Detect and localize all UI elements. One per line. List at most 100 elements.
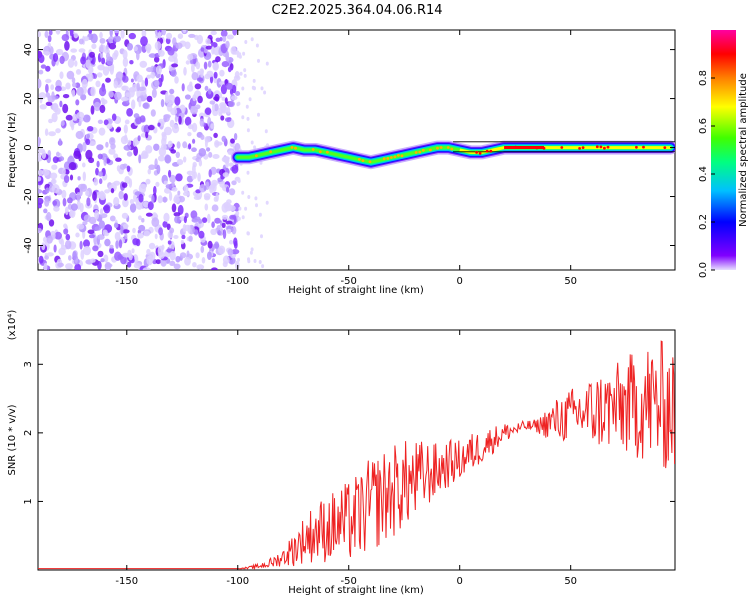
noise-cell: [82, 171, 87, 182]
noise-cell: [59, 156, 65, 162]
noise-cell: [253, 145, 257, 150]
noise-cell: [219, 81, 226, 86]
signal-speck: [439, 146, 443, 149]
noise-cell: [215, 56, 221, 63]
noise-cell: [65, 240, 72, 250]
snr-exponent-label: (x10⁴): [7, 310, 18, 341]
colorbar-tick-label: 0.8: [698, 70, 709, 86]
noise-cell: [126, 151, 133, 157]
noise-cell: [61, 34, 70, 42]
noise-cell: [183, 216, 187, 224]
noise-cell: [102, 66, 110, 76]
noise-cell: [153, 185, 157, 195]
noise-cell: [88, 30, 92, 34]
noise-cell: [81, 78, 88, 89]
colorbar-label: Normalized spectral amplitude: [738, 73, 749, 227]
noise-cell: [122, 49, 128, 60]
noise-cell: [109, 244, 114, 249]
noise-cell: [254, 196, 258, 201]
noise-cell: [198, 218, 203, 224]
noise-cell: [75, 99, 80, 106]
noise-cell: [179, 252, 187, 259]
noise-cell: [193, 229, 199, 236]
noise-cell: [138, 154, 142, 164]
noise-cell: [51, 178, 57, 185]
noise-cell: [77, 183, 86, 190]
noise-cell: [227, 66, 232, 73]
noise-cell: [97, 234, 105, 240]
noise-cell: [142, 267, 151, 270]
noise-cell: [157, 245, 164, 256]
noise-cell: [178, 195, 185, 203]
noise-cell: [209, 75, 214, 84]
noise-cell: [171, 181, 175, 187]
noise-cell: [153, 143, 160, 151]
noise-cell: [225, 117, 232, 123]
noise-cell: [56, 48, 64, 56]
noise-cell: [131, 248, 135, 254]
noise-cell: [221, 61, 229, 68]
spectrogram-y-axis: -40 -20 0 20 40: [23, 43, 675, 254]
noise-cell: [99, 208, 104, 215]
signal-speck: [595, 145, 599, 149]
noise-cell: [186, 170, 194, 176]
noise-cell: [215, 37, 221, 42]
noise-cell: [62, 197, 67, 207]
noise-cell: [175, 42, 183, 49]
noise-cell: [229, 239, 234, 245]
noise-cell: [140, 36, 148, 47]
noise-cell: [51, 112, 58, 123]
noise-cell: [136, 82, 140, 92]
noise-cell: [166, 102, 173, 112]
noise-cell: [73, 150, 81, 159]
noise-cell: [109, 30, 113, 37]
noise-cell: [174, 215, 181, 224]
noise-cell: [191, 147, 197, 152]
noise-cell: [205, 45, 213, 50]
noise-cell: [250, 37, 254, 42]
noise-cell: [41, 242, 46, 251]
noise-cell: [183, 184, 189, 194]
noise-cell: [160, 99, 165, 108]
noise-cell: [169, 227, 175, 234]
signal-speck: [400, 154, 404, 158]
noise-cell: [245, 104, 249, 109]
noise-cell: [203, 193, 211, 199]
noise-cell: [99, 104, 106, 114]
noise-cell: [141, 218, 145, 223]
noise-cell: [126, 261, 132, 268]
noise-cell: [93, 177, 99, 186]
noise-cell: [122, 57, 129, 67]
noise-cell: [114, 30, 120, 34]
noise-cell: [62, 94, 70, 99]
noise-cell: [38, 78, 42, 89]
noise-cell: [229, 88, 234, 96]
noise-cell: [59, 71, 64, 79]
signal-speck: [535, 146, 539, 150]
noise-cell: [206, 147, 211, 152]
colorbar: 0.0 0.2 0.4 0.6 0.8 Normalized spectral ampl…: [698, 30, 749, 278]
y-tick-label: 40: [23, 43, 34, 56]
noise-cell: [241, 86, 245, 91]
noise-cell: [214, 241, 220, 250]
spectrogram-x-axis: -150 -100 -50 0 50: [115, 30, 577, 287]
colorbar-ticks: 0.0 0.2 0.4 0.6 0.8: [698, 70, 715, 278]
noise-cell: [76, 192, 81, 202]
noise-cell: [222, 35, 227, 43]
signal-speck: [603, 146, 606, 150]
noise-cell: [200, 69, 204, 78]
noise-cell: [210, 267, 218, 270]
noise-cell: [184, 257, 191, 266]
snr-x-axis: -150 -100 -50 0 50: [115, 330, 577, 587]
noise-cell: [221, 96, 226, 101]
noise-cell: [175, 255, 181, 263]
noise-cell: [109, 247, 115, 254]
signal-speck: [290, 146, 294, 149]
noise-cell: [103, 156, 107, 166]
noise-cell: [88, 234, 95, 239]
noise-cell: [209, 100, 216, 105]
y-tick-label: 1: [23, 498, 34, 504]
noise-cell: [258, 260, 262, 264]
noise-cell: [113, 153, 119, 159]
noise-cell: [168, 94, 173, 100]
